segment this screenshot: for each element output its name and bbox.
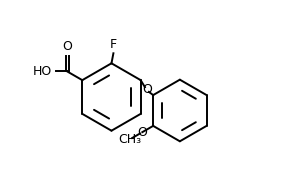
Text: HO: HO xyxy=(33,65,52,78)
Text: CH₃: CH₃ xyxy=(118,133,141,146)
Text: O: O xyxy=(142,83,152,96)
Text: O: O xyxy=(62,40,72,53)
Text: O: O xyxy=(137,126,147,139)
Text: F: F xyxy=(110,38,117,51)
